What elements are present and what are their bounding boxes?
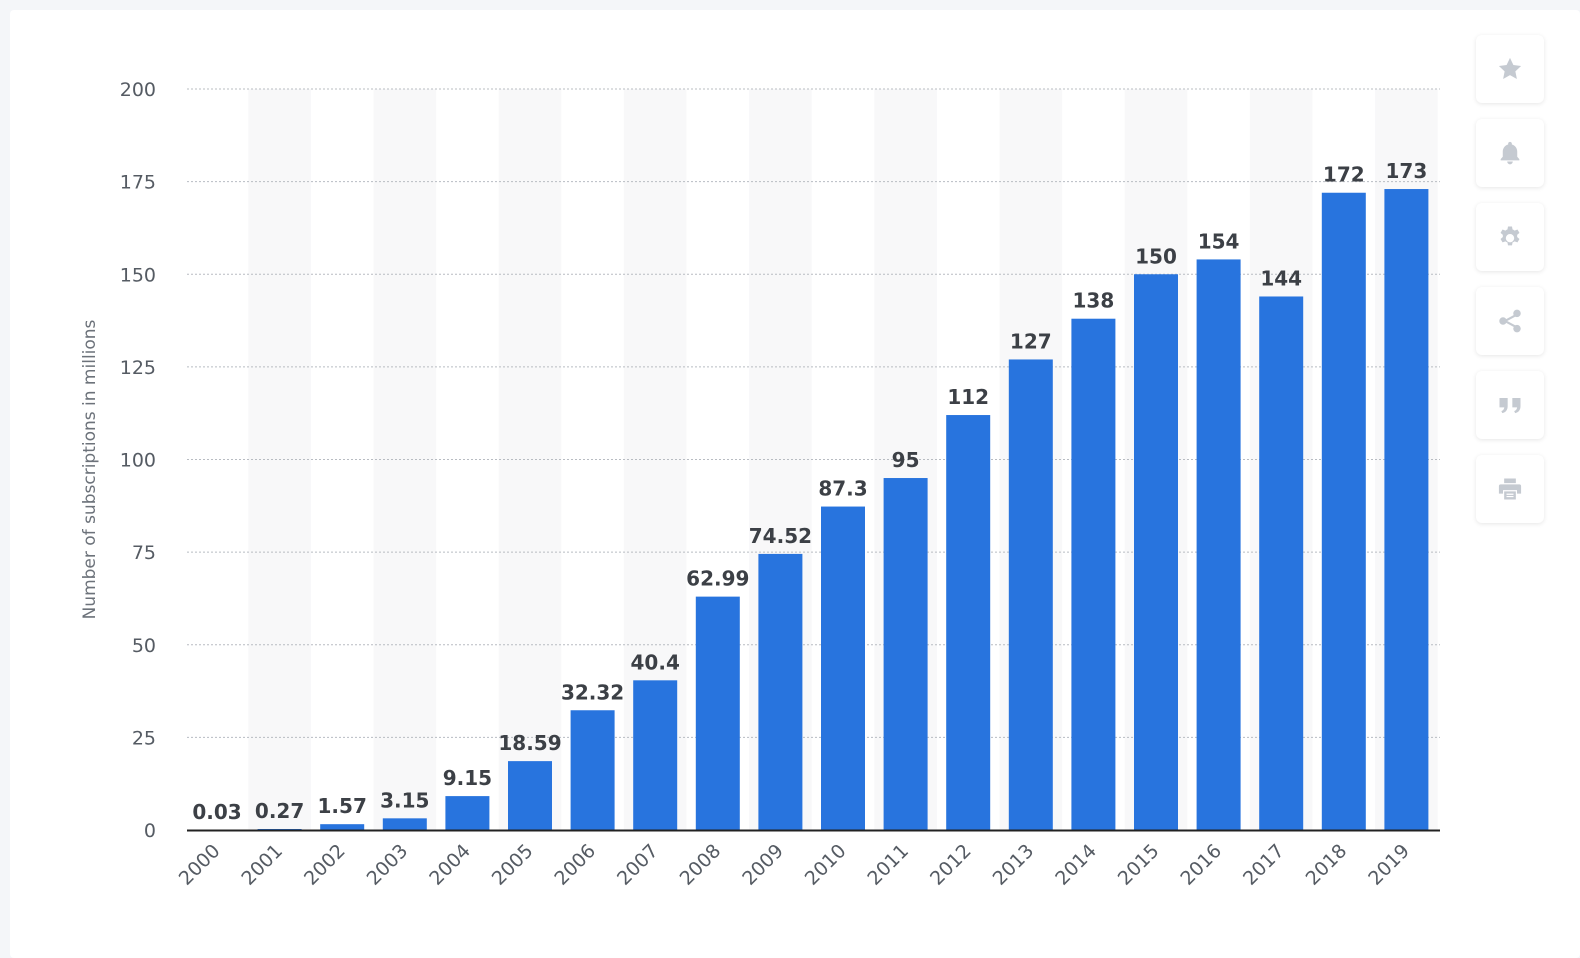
bell-icon	[1500, 141, 1520, 165]
x-tick-label: 2007	[613, 840, 663, 890]
data-label: 87.3	[818, 477, 867, 501]
x-tick-label: 2010	[801, 840, 851, 890]
bar	[445, 796, 490, 830]
bar	[320, 824, 365, 830]
x-tick-label: 2004	[425, 840, 475, 890]
share-button[interactable]	[1476, 287, 1544, 355]
bar	[1134, 274, 1178, 830]
bar	[1196, 259, 1241, 830]
x-tick-label: 2002	[300, 840, 350, 890]
y-tick-label: 0	[144, 820, 156, 842]
x-tick-label: 2003	[363, 840, 413, 890]
settings-button[interactable]	[1476, 203, 1544, 271]
y-tick-label: 100	[120, 450, 156, 472]
bar	[508, 761, 552, 830]
notification-button[interactable]	[1476, 119, 1544, 187]
data-label: 1.57	[318, 794, 367, 818]
bar	[695, 596, 740, 830]
data-label: 40.4	[631, 650, 680, 674]
background-band	[498, 89, 562, 830]
bar	[1384, 189, 1429, 830]
data-label: 172	[1323, 163, 1365, 187]
y-tick-label: 25	[132, 727, 156, 749]
x-tick-label: 2016	[1176, 840, 1226, 890]
data-label: 144	[1260, 266, 1302, 290]
gear-icon	[1500, 226, 1520, 246]
bar	[1321, 192, 1366, 831]
data-label: 32.32	[561, 680, 624, 704]
print-button[interactable]	[1476, 455, 1544, 523]
data-label: 154	[1198, 229, 1240, 253]
favorite-button[interactable]	[1476, 35, 1544, 103]
bar	[382, 818, 427, 830]
data-label: 9.15	[443, 766, 492, 790]
x-tick-label: 2008	[676, 840, 726, 890]
x-tick-label: 2018	[1302, 840, 1352, 890]
y-tick-label: 175	[120, 172, 156, 194]
x-tick-label: 2000	[175, 840, 225, 890]
bar	[1071, 318, 1116, 830]
data-label: 95	[892, 448, 920, 472]
data-label: 173	[1386, 159, 1428, 183]
x-tick-label: 2005	[488, 840, 538, 890]
data-label: 74.52	[749, 524, 812, 548]
bar-chart: 0 25 50 75 100 125 150 175 200 0.03 2000 0.27 2001 1.…	[80, 79, 1440, 890]
data-label: 3.15	[380, 788, 429, 812]
y-tick-label: 200	[120, 79, 156, 101]
x-tick-label: 2006	[550, 840, 600, 890]
data-label: 18.59	[498, 731, 561, 755]
x-tick-label: 2013	[989, 840, 1039, 890]
y-tick-label: 75	[132, 542, 156, 564]
data-label: 112	[947, 385, 989, 409]
y-tick-label: 150	[120, 264, 156, 286]
y-tick-label: 125	[120, 357, 156, 379]
bar	[883, 478, 928, 830]
data-label: 138	[1073, 289, 1115, 313]
data-label: 0.03	[192, 800, 241, 824]
bar	[758, 553, 803, 830]
x-tick-label: 2011	[863, 840, 913, 890]
data-label: 150	[1135, 244, 1177, 268]
x-tick-label: 2017	[1239, 840, 1289, 890]
x-tick-label: 2015	[1114, 840, 1164, 890]
bar	[1008, 359, 1053, 830]
bar	[946, 415, 991, 830]
bar	[257, 828, 302, 830]
quote-icon	[1499, 398, 1521, 414]
x-tick-label: 2019	[1364, 840, 1414, 890]
x-tick-label: 2009	[738, 840, 788, 890]
bar	[821, 506, 865, 830]
y-tick-label: 50	[132, 635, 156, 657]
data-label: 62.99	[686, 567, 749, 591]
y-axis-label: Number of subscriptions in millions	[80, 319, 100, 619]
star-icon	[1498, 57, 1522, 80]
bar	[633, 680, 678, 830]
x-tick-label: 2001	[237, 840, 287, 890]
bar	[1259, 296, 1304, 831]
bar	[570, 710, 615, 830]
x-tick-label: 2014	[1051, 840, 1101, 890]
data-label: 127	[1010, 329, 1052, 353]
cite-button[interactable]	[1476, 371, 1544, 439]
share-icon	[1499, 309, 1521, 333]
x-tick-label: 2012	[926, 840, 976, 890]
data-label: 0.27	[255, 799, 304, 823]
print-icon	[1498, 478, 1522, 500]
